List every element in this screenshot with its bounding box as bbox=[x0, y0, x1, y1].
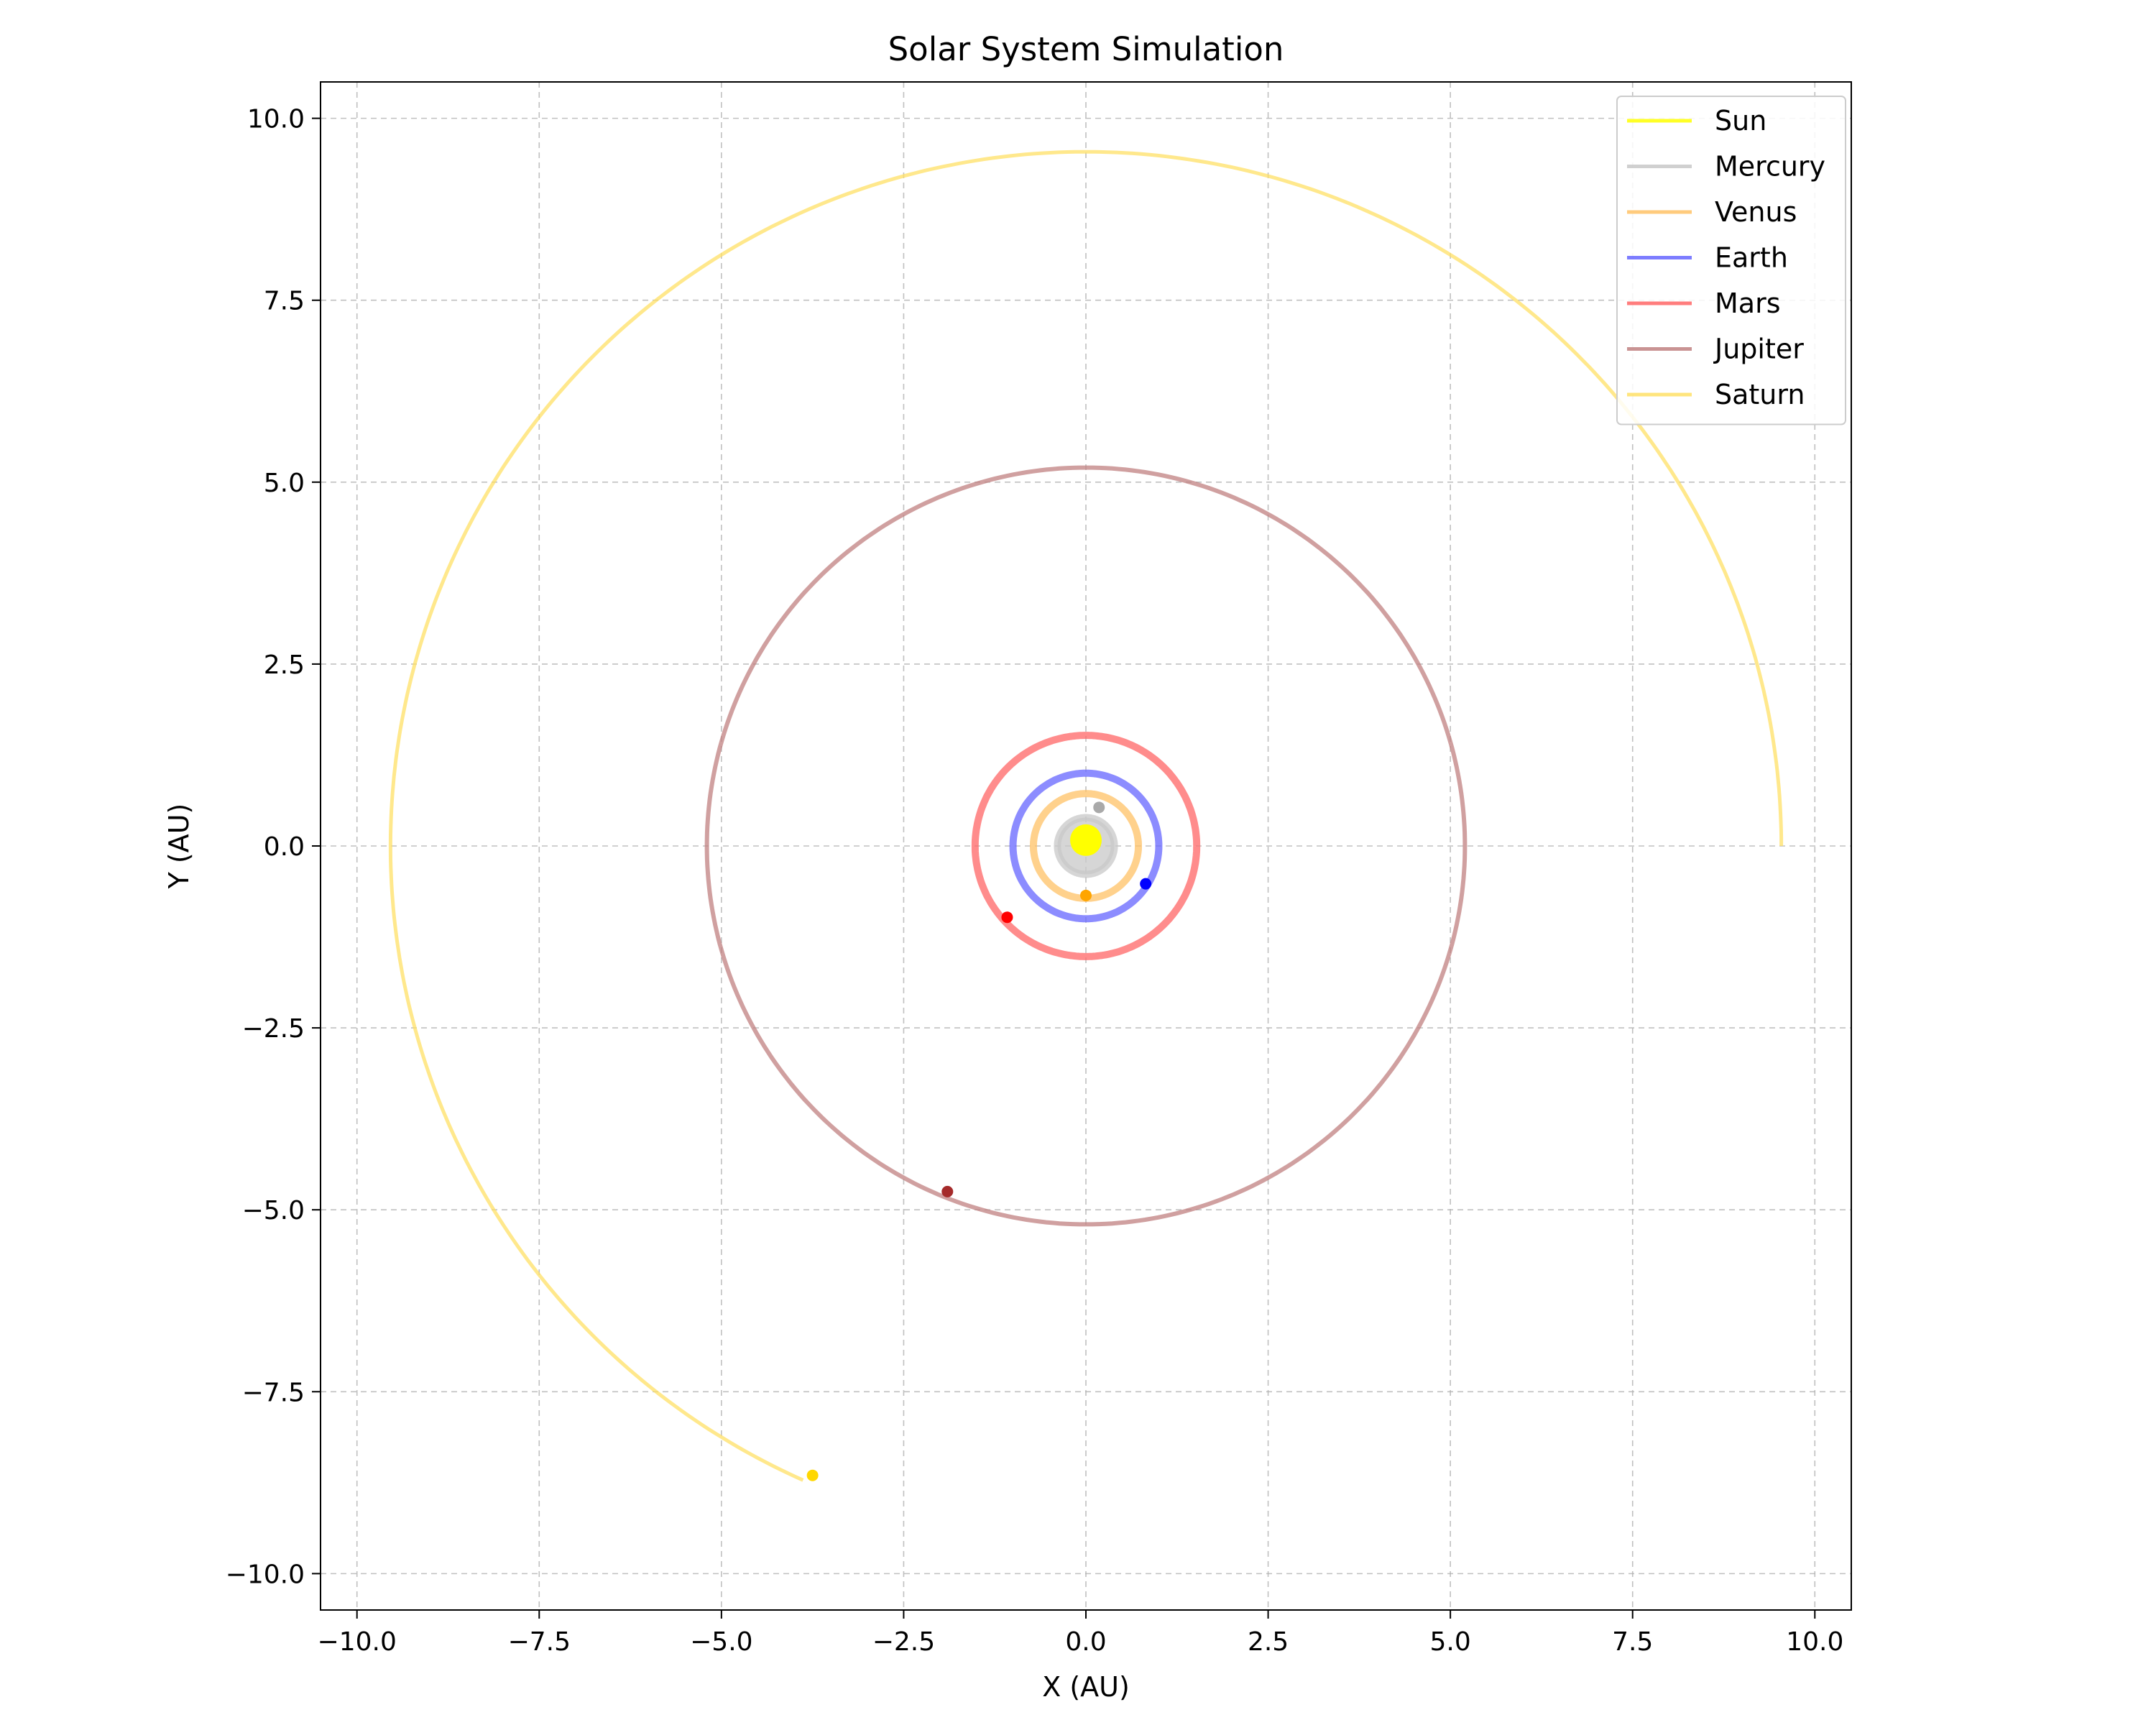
x-tick-label: 10.0 bbox=[1786, 1627, 1843, 1657]
x-tick-label: 7.5 bbox=[1612, 1627, 1653, 1657]
orbit-jupiter bbox=[704, 465, 1468, 1227]
orbit-saturn bbox=[388, 150, 1784, 1482]
y-tick-label: −7.5 bbox=[242, 1378, 305, 1407]
y-tick-label: 10.0 bbox=[247, 105, 305, 134]
legend-label-sun: Sun bbox=[1715, 105, 1766, 137]
axis-ticks: −10.0 −7.5 −5.0 −2.5 0.0 2.5 5.0 7.5 10.0 −10.0 −7… bbox=[226, 105, 1844, 1657]
orbit-mars bbox=[971, 732, 1201, 960]
marker-sun bbox=[1070, 824, 1102, 856]
legend-label-venus: Venus bbox=[1715, 196, 1797, 228]
marker-mars bbox=[1001, 911, 1013, 924]
y-tick-label: −5.0 bbox=[242, 1196, 305, 1225]
legend-label-saturn: Saturn bbox=[1715, 379, 1805, 410]
marker-saturn bbox=[806, 1469, 819, 1481]
legend-label-earth: Earth bbox=[1715, 242, 1788, 274]
orbit-venus bbox=[1030, 790, 1142, 902]
x-tick-label: −5.0 bbox=[690, 1627, 752, 1657]
orbit-paths bbox=[388, 150, 1784, 1482]
marker-jupiter bbox=[941, 1185, 954, 1197]
x-tick-label: −7.5 bbox=[508, 1627, 571, 1657]
chart-title: Solar System Simulation bbox=[888, 30, 1284, 68]
planet-markers bbox=[806, 801, 1152, 1481]
y-axis-label: Y (AU) bbox=[163, 804, 195, 890]
y-tick-label: 5.0 bbox=[264, 469, 305, 498]
y-tick-label: −2.5 bbox=[242, 1014, 305, 1044]
legend-box bbox=[1616, 96, 1846, 426]
legend-label-jupiter: Jupiter bbox=[1713, 334, 1804, 365]
x-tick-label: 5.0 bbox=[1430, 1627, 1471, 1657]
x-tick-label: −2.5 bbox=[872, 1627, 935, 1657]
x-tick-label: 0.0 bbox=[1065, 1627, 1106, 1657]
marker-earth bbox=[1140, 878, 1152, 890]
x-tick-label: 2.5 bbox=[1248, 1627, 1289, 1657]
y-tick-label: −10.0 bbox=[226, 1560, 305, 1589]
grid-lines bbox=[321, 82, 1851, 1610]
y-tick-label: 7.5 bbox=[264, 287, 305, 316]
y-tick-label: 0.0 bbox=[264, 832, 305, 862]
legend: Sun Mercury Venus Earth Mars Jupiter Saturn bbox=[1616, 96, 1846, 426]
marker-venus bbox=[1080, 889, 1092, 901]
x-axis-label: X (AU) bbox=[1042, 1671, 1130, 1703]
orbit-earth bbox=[1009, 769, 1163, 923]
legend-label-mercury: Mercury bbox=[1715, 151, 1825, 183]
marker-mercury bbox=[1093, 801, 1105, 814]
legend-label-mars: Mars bbox=[1715, 288, 1781, 319]
x-tick-label: −10.0 bbox=[318, 1627, 397, 1657]
y-tick-label: 2.5 bbox=[264, 650, 305, 680]
